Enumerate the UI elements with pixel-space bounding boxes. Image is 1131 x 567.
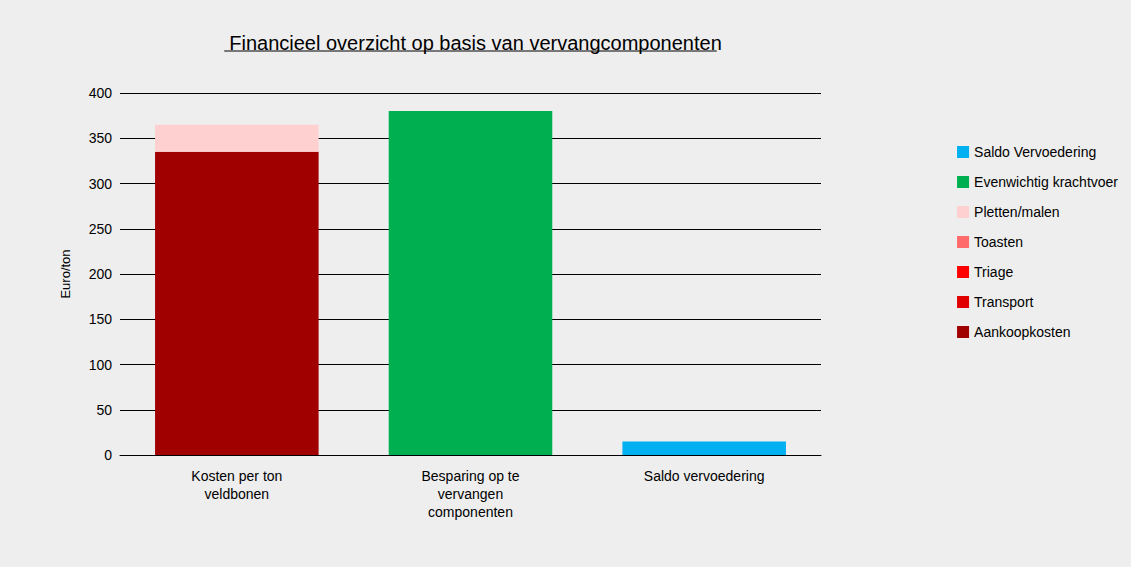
- svg-text:Besparing op te: Besparing op te: [421, 468, 519, 484]
- svg-text:vervangen: vervangen: [438, 486, 503, 502]
- svg-text:Kosten per ton: Kosten per ton: [191, 468, 282, 484]
- svg-text:150: 150: [89, 311, 113, 327]
- svg-text:300: 300: [89, 176, 113, 192]
- svg-text:Aankoopkosten: Aankoopkosten: [974, 324, 1071, 340]
- svg-text:Euro/ton: Euro/ton: [58, 249, 73, 298]
- svg-text:400: 400: [89, 85, 113, 101]
- svg-text:Saldo vervoedering: Saldo vervoedering: [644, 468, 765, 484]
- svg-text:Financieel overzicht op basis: Financieel overzicht op basis van vervan…: [229, 32, 722, 54]
- svg-text:250: 250: [89, 221, 113, 237]
- svg-text:Pletten/malen: Pletten/malen: [974, 204, 1060, 220]
- svg-text:Evenwichtig krachtvoer: Evenwichtig krachtvoer: [974, 174, 1118, 190]
- svg-text:0: 0: [104, 447, 112, 463]
- svg-text:Triage: Triage: [974, 264, 1013, 280]
- svg-text:200: 200: [89, 266, 113, 282]
- svg-text:veldbonen: veldbonen: [205, 486, 270, 502]
- svg-text:Saldo Vervoedering: Saldo Vervoedering: [974, 144, 1096, 160]
- svg-text:Transport: Transport: [974, 294, 1034, 310]
- svg-text:50: 50: [96, 402, 112, 418]
- svg-text:componenten: componenten: [428, 504, 513, 520]
- svg-text:350: 350: [89, 130, 113, 146]
- svg-text:Toasten: Toasten: [974, 234, 1023, 250]
- svg-text:100: 100: [89, 357, 113, 373]
